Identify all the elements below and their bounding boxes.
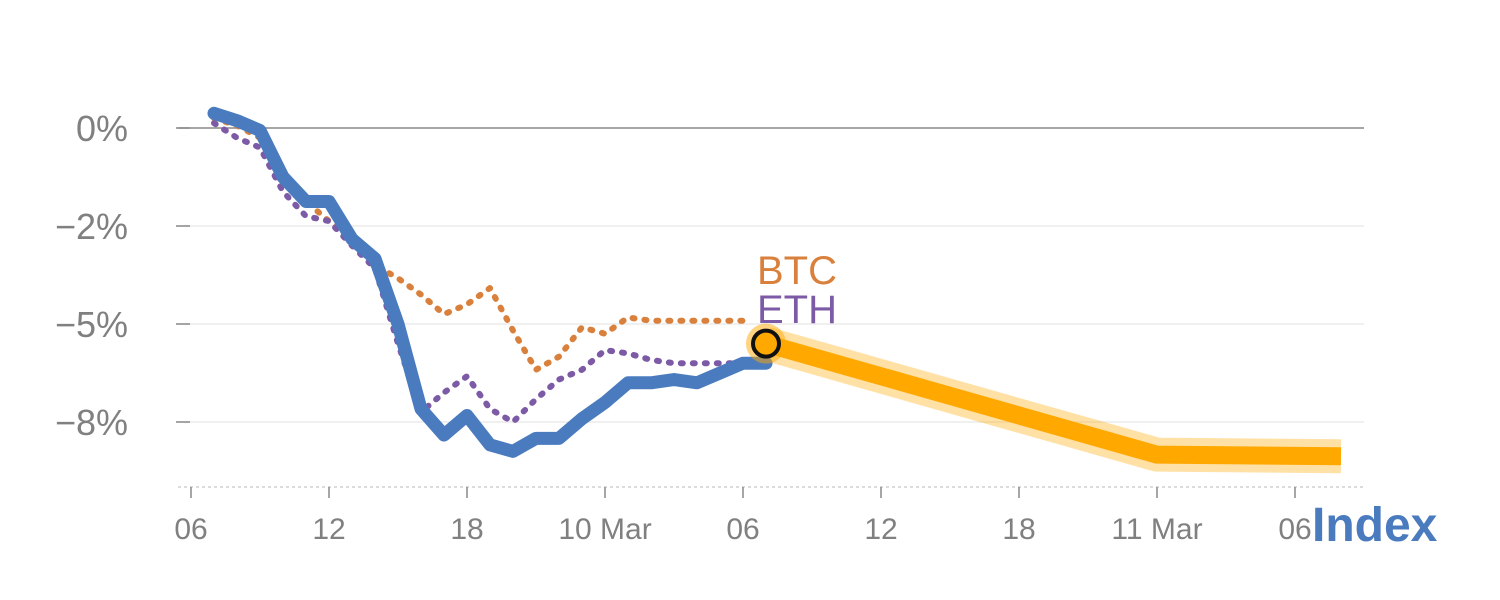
x-tick-label: 06	[726, 513, 759, 546]
y-tick-label: −5%	[55, 304, 128, 345]
series-labels: BTC ETH Index	[757, 249, 1438, 552]
x-tick-label: 06	[1278, 513, 1311, 546]
x-tick-label: 11 Mar	[1111, 513, 1202, 546]
series-label-btc: BTC	[757, 249, 837, 293]
x-tick-label: 12	[864, 513, 897, 546]
x-tick-label: 10 Mar	[558, 513, 651, 546]
series-line-eth	[211, 120, 746, 425]
x-tick-label: 06	[174, 513, 207, 546]
y-tick-label: −8%	[55, 402, 128, 443]
current-point-marker	[746, 323, 786, 364]
series-line-btc	[211, 115, 746, 373]
x-tick-label: 18	[1002, 513, 1035, 546]
projection-band	[761, 327, 1342, 474]
marker-dot	[751, 328, 781, 359]
series-line-index	[207, 106, 773, 458]
x-axis: 06 12 18 10 Mar 06 12 18 11 Mar 06	[174, 486, 1364, 546]
series-label-index: Index	[1312, 499, 1438, 552]
x-tick-label: 12	[312, 513, 345, 546]
y-tick-labels: 0% −2% −5% −8%	[55, 108, 128, 443]
x-tick-label: 18	[450, 513, 483, 546]
projection-band-line	[763, 334, 1342, 466]
y-tick-label: 0%	[76, 108, 128, 149]
gridlines	[176, 127, 1364, 423]
series-label-eth: ETH	[757, 288, 837, 332]
y-tick-label: −2%	[55, 206, 128, 247]
series-lines	[207, 106, 773, 458]
